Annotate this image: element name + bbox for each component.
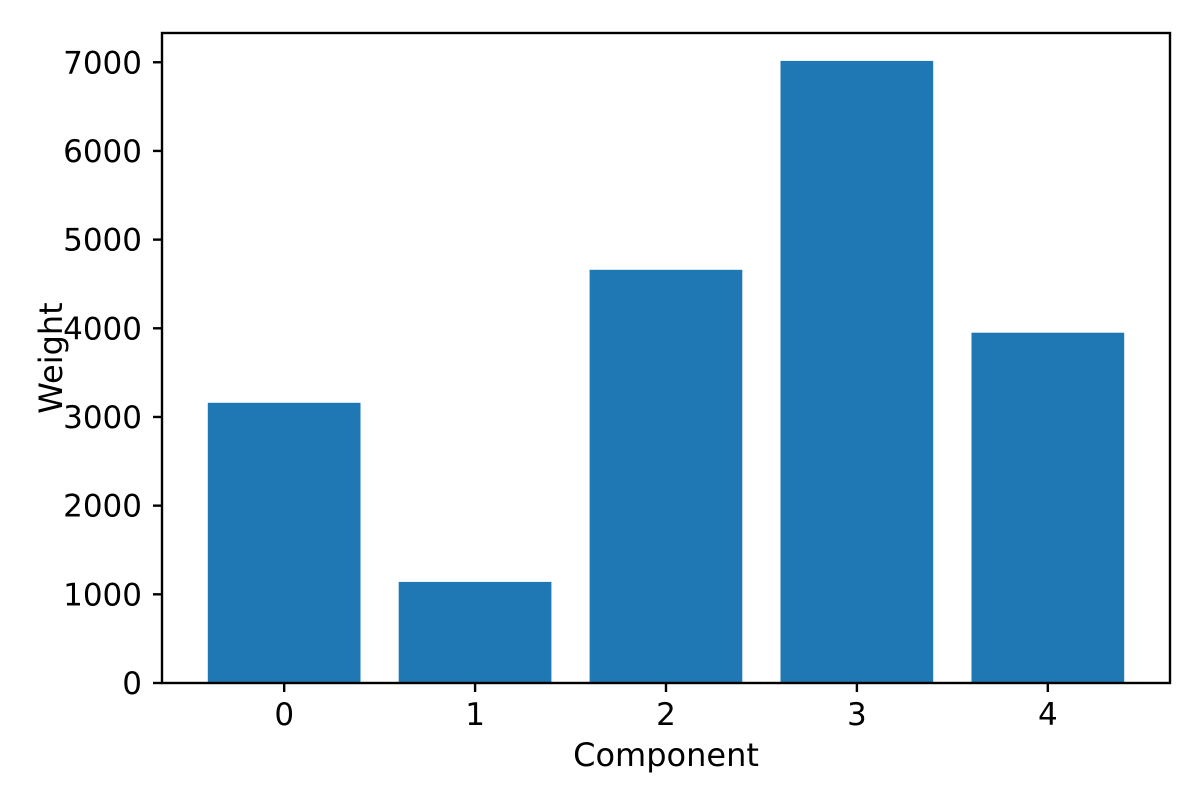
y-tick-label: 6000 bbox=[63, 134, 142, 170]
bar-component-1 bbox=[398, 581, 552, 683]
y-axis-label: Weight bbox=[32, 302, 70, 413]
bars-group bbox=[207, 60, 1125, 683]
x-tick-label: 1 bbox=[465, 697, 485, 733]
plot-border bbox=[160, 31, 1172, 685]
y-tick-label: 7000 bbox=[63, 45, 142, 81]
y-tick-label: 4000 bbox=[63, 311, 142, 347]
y-tick-label: 3000 bbox=[63, 400, 142, 436]
x-axis-label: Component bbox=[573, 736, 759, 774]
bar-component-3 bbox=[780, 60, 934, 683]
x-tick-label: 3 bbox=[847, 697, 867, 733]
x-tick-label: 2 bbox=[656, 697, 676, 733]
y-tick-label: 5000 bbox=[63, 223, 142, 259]
bar-component-4 bbox=[971, 332, 1125, 683]
bar-component-0 bbox=[207, 402, 361, 683]
y-tick-label: 0 bbox=[122, 666, 142, 702]
bar-component-2 bbox=[589, 269, 743, 683]
x-tick-label: 0 bbox=[274, 697, 294, 733]
y-tick-label: 1000 bbox=[63, 577, 142, 613]
ticks-group: 0 1 2 3 4 0 1000 2000 3000 4000 5000 6000 7000 bbox=[63, 45, 1058, 733]
x-tick-label: 4 bbox=[1038, 697, 1058, 733]
y-tick-label: 2000 bbox=[63, 489, 142, 525]
